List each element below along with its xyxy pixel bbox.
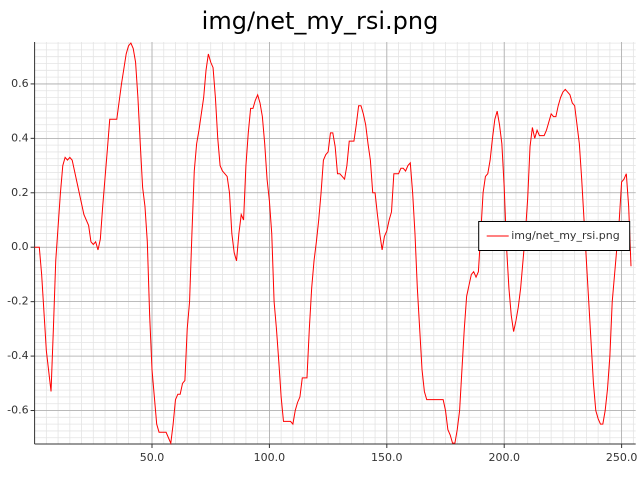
x-tick-label: 150.0 [371,451,403,464]
y-tick-label: -0.2 [7,295,28,308]
y-tick-label: 0.2 [11,186,29,199]
y-tick-label: -0.6 [7,404,28,417]
x-tick-label: 100.0 [254,451,286,464]
x-tick-label: 250.0 [606,451,638,464]
y-tick-label: 0.0 [11,240,29,253]
chart-title: img/net_my_rsi.png [202,7,439,35]
legend-label: img/net_my_rsi.png [511,229,619,242]
y-tick-label: 0.4 [11,131,29,144]
y-tick-label: 0.6 [11,77,29,90]
line [34,42,632,446]
x-tick-label: 200.0 [488,451,520,464]
y-tick-label: -0.4 [7,349,28,362]
x-tick-label: 50.0 [140,451,165,464]
